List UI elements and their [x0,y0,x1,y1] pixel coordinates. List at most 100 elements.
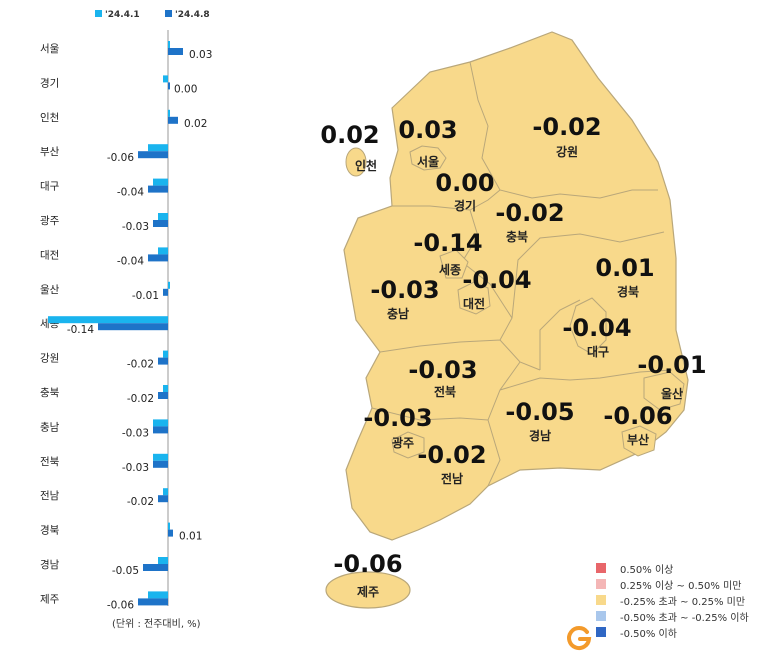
legend-label-1: '24.4.8 [175,10,210,20]
value-label: -0.02 [127,496,154,508]
map-value-대구: -0.04 [562,314,631,342]
bar-전남-0 [163,488,168,496]
map-value-울산: -0.01 [637,351,706,379]
value-label: -0.03 [122,427,149,439]
category-label: 제주 [40,593,60,605]
value-label: 0.03 [189,49,212,61]
category-label: 대구 [40,181,60,193]
bar-제주-0 [148,591,168,599]
bar-경북-0 [168,522,170,530]
map-value-강원: -0.02 [532,113,601,141]
bar-부산-1 [138,151,168,159]
bar-제주-1 [138,598,168,606]
value-label: -0.02 [127,393,154,405]
legend-row-3: -0.50% 초과 ~ -0.25% 이하 [596,608,749,624]
map-region-충북: 충북 [506,229,528,244]
value-label: -0.04 [117,255,144,267]
bar-경기-1 [168,82,170,90]
legend-swatch [596,563,606,573]
bar-강원-1 [158,357,168,365]
map-region-전북: 전북 [434,384,456,399]
category-label: 부산 [40,146,60,158]
bar-경북-1 [168,529,173,537]
map-region-부산: 부산 [627,432,649,447]
map-value-전북: -0.03 [408,356,477,384]
map-region-강원: 강원 [556,145,578,159]
legend-swatch [596,611,606,621]
weekly-change-bar-chart: '24.4.1 '24.4.8 서울 0.03 경기 0.00 인천 0.02 부산 -0.06… [40,10,212,611]
value-label: 0.01 [179,531,202,543]
gwangju-outline [391,431,425,459]
bar-서울-1 [168,48,183,55]
map-value-전남: -0.02 [417,441,486,469]
map-region-광주: 광주 [392,435,414,450]
map-region-제주: 제주 [357,585,379,599]
value-label: 0.02 [184,118,207,130]
map-legend: 0.50% 이상 0.25% 이상 ~ 0.50% 미만 -0.25% 초과 ~ 0… [596,560,749,640]
legend-swatch-1 [165,10,172,17]
g-logo-icon [567,626,592,651]
value-label: -0.03 [122,462,149,474]
legend-row-1: 0.25% 이상 ~ 0.50% 미만 [596,576,749,592]
category-label: 경기 [40,76,59,89]
category-label: 인천 [40,112,59,124]
region-borders [371,61,673,487]
value-label: -0.06 [107,599,134,611]
map-region-경기: 경기 [454,198,476,213]
legend-row-0: 0.50% 이상 [596,560,749,576]
bar-충북-1 [158,392,168,399]
map-value-충북: -0.02 [495,199,564,227]
legend-swatch [596,595,606,605]
category-label: 울산 [40,284,60,296]
bar-세종-1 [98,323,168,331]
map-value-경북: 0.01 [595,254,654,282]
value-label: 0.00 [174,83,197,95]
legend-label: -0.50% 이하 [620,628,677,640]
value-label: -0.04 [117,187,144,199]
category-label: 광주 [40,215,60,227]
bar-경기-0 [163,75,168,83]
map-value-경남: -0.05 [505,398,574,426]
map-mainland [343,31,689,541]
value-label: -0.03 [122,221,149,233]
map-value-부산: -0.06 [603,402,672,430]
bar-광주-0 [158,213,168,220]
bar-대구-0 [153,178,168,186]
category-label: 경남 [40,558,60,571]
bar-대전-0 [158,247,168,255]
unit-note: (단위 : 전주대비, %) [112,619,201,630]
daejeon-outline [457,281,491,315]
value-label: -0.01 [132,290,159,302]
busan-outline [621,425,657,457]
map-value-인천: 0.02 [320,121,379,149]
category-label: 전북 [40,456,60,468]
seoul-outline [409,145,447,171]
map-value-서울: 0.03 [398,116,457,144]
legend-label: -0.50% 초과 ~ -0.25% 이하 [620,612,749,624]
bar-부산-0 [148,144,168,152]
bar-울산-0 [168,281,170,289]
legend-label: 0.50% 이상 [620,564,674,576]
bar-경남-0 [158,557,168,564]
bar-대전-1 [148,254,168,262]
map-value-제주: -0.06 [333,550,402,578]
bar-전남-1 [158,495,168,503]
map-region-전남: 전남 [441,471,463,486]
category-label: 대전 [40,249,59,261]
bar-충북-0 [163,385,168,392]
ulsan-outline [643,371,685,411]
legend-row-2: -0.25% 초과 ~ 0.25% 미만 [596,592,749,608]
legend-swatch [596,579,606,589]
bar-세종-0 [48,316,168,324]
map-region-울산: 울산 [661,386,683,401]
bar-강원-0 [163,350,168,358]
bar-legend: '24.4.1 '24.4.8 [95,10,210,20]
legend-label: -0.25% 초과 ~ 0.25% 미만 [620,596,746,608]
map-region-서울: 서울 [417,154,439,169]
map-value-광주: -0.03 [363,404,432,432]
bar-대구-1 [148,185,168,193]
map-region-세종: 세종 [439,262,461,277]
legend-row-4: -0.50% 이하 [596,624,749,640]
